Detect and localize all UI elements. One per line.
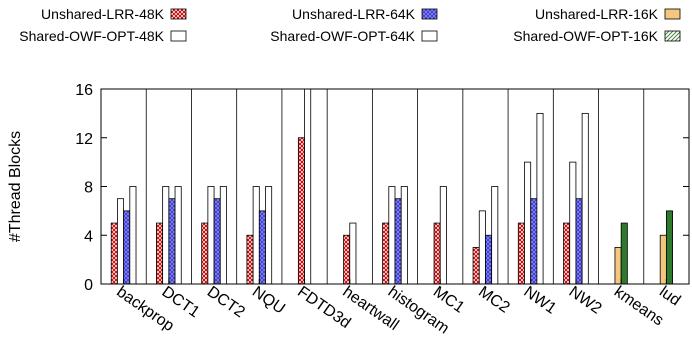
bar-unshared-lrr-48k-dct1 <box>156 222 164 285</box>
bar-shared-owf-opt-48k-histogram <box>388 186 396 285</box>
legend-swatch-unshared-lrr-16k <box>664 8 681 20</box>
bar-shared-owf-opt-64k-nqu <box>265 186 273 285</box>
bar-shared-owf-opt-48k-backprop <box>117 198 125 285</box>
legend-label-shared-owf-opt-48k: Shared-OWF-OPT-48K <box>19 28 164 44</box>
bar-shared-owf-opt-48k-dct2 <box>207 186 215 285</box>
bar-unshared-lrr-64k-mc2 <box>485 234 493 285</box>
legend-label-unshared-lrr-64k: Unshared-LRR-64K <box>292 6 416 22</box>
group-separators <box>145 89 645 284</box>
bar-shared-owf-opt-64k-nw1 <box>536 112 544 285</box>
bar-unshared-lrr-48k-histogram <box>382 222 390 285</box>
bar-shared-owf-opt-64k-nw2 <box>581 112 589 285</box>
bar-unshared-lrr-48k-fdtd3d <box>297 137 305 285</box>
legend-label-unshared-lrr-48k: Unshared-LRR-48K <box>41 6 165 22</box>
legend-label-shared-owf-opt-64k: Shared-OWF-OPT-64K <box>270 28 415 44</box>
x-tick-label: kmeans <box>611 283 667 329</box>
legend-label-shared-owf-opt-16k: Shared-OWF-OPT-16K <box>513 28 658 44</box>
bar-unshared-lrr-16k-kmeans <box>614 247 622 285</box>
bar-unshared-lrr-64k-dct1 <box>168 198 176 285</box>
bar-unshared-lrr-64k-nw1 <box>530 198 538 285</box>
bar-unshared-lrr-64k-backprop <box>123 210 131 285</box>
bar-unshared-lrr-48k-dct2 <box>201 222 209 285</box>
y-tick-label: 16 <box>75 82 93 99</box>
bar-shared-owf-opt-64k-dct2 <box>219 186 227 285</box>
x-tick-label: DCT2 <box>204 283 248 321</box>
bar-unshared-lrr-64k-nw2 <box>575 198 583 285</box>
bar-shared-owf-opt-48k-mc1 <box>439 186 447 285</box>
bar-shared-owf-opt-64k-histogram <box>400 186 408 285</box>
bar-shared-owf-opt-64k-backprop <box>129 186 137 285</box>
y-tick-label: 8 <box>84 180 93 197</box>
y-tick-label: 0 <box>84 277 93 294</box>
bar-shared-owf-opt-48k-nqu <box>252 186 260 285</box>
x-tick-label: lud <box>656 283 683 309</box>
bar-shared-owf-opt-48k-fdtd3d <box>304 88 312 285</box>
bar-unshared-lrr-48k-mc2 <box>472 247 480 285</box>
legend-swatch-shared-owf-opt-64k <box>421 30 438 42</box>
bar-unshared-lrr-64k-dct2 <box>213 198 221 285</box>
bar-shared-owf-opt-16k-kmeans <box>620 222 628 285</box>
y-tick-label: 12 <box>75 131 93 148</box>
y-tick-label: 4 <box>84 228 93 245</box>
legend-swatch-unshared-lrr-64k <box>421 8 438 20</box>
bar-shared-owf-opt-16k-lud <box>665 210 673 285</box>
x-tick-label: MC2 <box>475 283 513 316</box>
bar-unshared-lrr-48k-nw1 <box>517 222 525 285</box>
y-axis: 0 4 8 12 16 <box>75 82 689 294</box>
legend-swatch-shared-owf-opt-16k <box>664 30 681 42</box>
legend: Unshared-LRR-48K Unshared-LRR-64K Unshared… <box>19 6 681 44</box>
bar-shared-owf-opt-48k-nw1 <box>524 161 532 285</box>
bar-shared-owf-opt-64k-mc2 <box>491 186 499 285</box>
x-tick-label: NW1 <box>520 283 559 317</box>
legend-swatch-unshared-lrr-48k <box>170 8 187 20</box>
bar-shared-owf-opt-48k-mc2 <box>478 210 486 285</box>
bar-shared-owf-opt-48k-heartwall <box>349 222 357 285</box>
bar-unshared-lrr-48k-nw2 <box>563 222 571 285</box>
bar-unshared-lrr-48k-nqu <box>246 234 254 285</box>
bar-shared-owf-opt-64k-dct1 <box>174 186 182 285</box>
bar-unshared-lrr-64k-histogram <box>394 198 402 285</box>
bar-shared-owf-opt-48k-dct1 <box>162 186 170 285</box>
bar-unshared-lrr-64k-nqu <box>258 210 266 285</box>
bar-unshared-lrr-48k-heartwall <box>343 234 351 285</box>
bars <box>110 88 673 285</box>
y-axis-label: #Thread Blocks <box>7 131 24 242</box>
legend-label-unshared-lrr-16k: Unshared-LRR-16K <box>535 6 659 22</box>
legend-swatch-shared-owf-opt-48k <box>170 30 187 42</box>
bar-unshared-lrr-48k-mc1 <box>433 222 441 285</box>
bar-shared-owf-opt-48k-nw2 <box>569 161 577 285</box>
x-tick-label: NW2 <box>566 283 605 317</box>
bar-unshared-lrr-48k-backprop <box>110 222 118 285</box>
bar-unshared-lrr-16k-lud <box>659 234 667 285</box>
x-tick-label: NQU <box>249 283 288 317</box>
